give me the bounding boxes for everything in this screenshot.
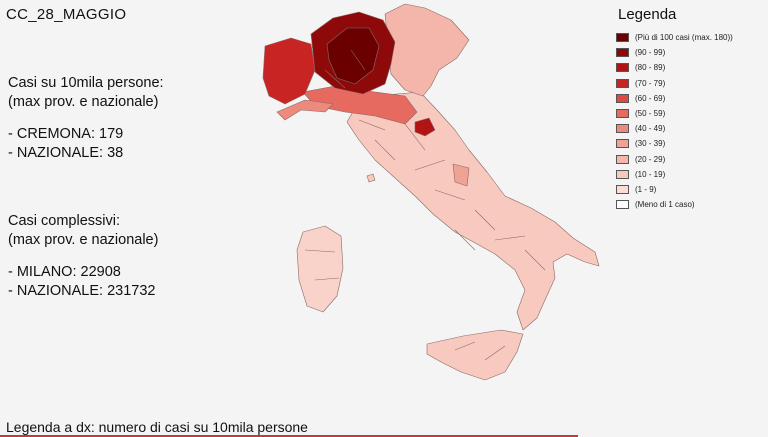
elba-island: [366, 173, 376, 183]
legend-item: (10 - 19): [616, 168, 766, 181]
legend-swatch: [616, 93, 629, 103]
legend-swatch: [616, 139, 629, 149]
legend-label: (60 - 69): [635, 93, 666, 103]
peninsula-region: [346, 91, 600, 331]
legend-label: (Più di 100 casi (max. 180)): [635, 33, 733, 42]
legend-item: (80 - 89): [616, 61, 766, 74]
legend-item: (Meno di 1 caso): [616, 198, 766, 211]
marche-hotspot: [414, 117, 436, 137]
legend-title: Legenda: [618, 6, 677, 23]
legend-swatch: [616, 48, 629, 58]
sardinia: [296, 225, 344, 313]
abruzzo-region: [452, 163, 470, 187]
legend-item: (Più di 100 casi (max. 180)): [616, 31, 766, 44]
legend-swatch: [616, 33, 629, 42]
legend-swatch: [616, 63, 629, 73]
liguria-region: [276, 99, 334, 121]
province-borders: [304, 49, 546, 361]
progress-line: [0, 435, 578, 437]
legend-label: (20 - 29): [635, 154, 666, 164]
legend-label: (40 - 49): [635, 124, 666, 134]
legend-label: (80 - 89): [635, 63, 666, 73]
per10k-national: - NAZIONALE: 38: [8, 145, 124, 161]
legend-item: (1 - 9): [616, 183, 766, 196]
legend-swatch: [616, 184, 629, 194]
legend-label: (90 - 99): [635, 48, 666, 58]
legend-label: (30 - 39): [635, 139, 666, 149]
legend-item: (50 - 59): [616, 107, 766, 120]
legend-swatch: [616, 154, 629, 164]
legend-swatch: [616, 169, 629, 179]
per10k-values: - CREMONA: 179 - NAZIONALE: 38: [8, 125, 123, 163]
italy-choropleth-map: [262, 3, 600, 381]
legend-swatch: [616, 200, 629, 210]
totals-heading: Casi complessivi: (max prov. e nazionale…: [8, 212, 158, 250]
legend-label: (Meno di 1 caso): [635, 200, 695, 210]
per10k-top-province: - CREMONA: 179: [8, 126, 124, 142]
legend-swatch: [616, 108, 629, 118]
legend-rows: (Più di 100 casi (max. 180)) (90 - 99) (80…: [616, 31, 766, 211]
piemonte-region: [262, 37, 316, 105]
legend-item: (90 - 99): [616, 46, 766, 59]
totals-heading-line2: (max prov. e nazionale): [8, 232, 159, 248]
cremona-bergamo-core: [326, 27, 380, 85]
legend-swatch: [616, 78, 629, 88]
totals-top-province: - MILANO: 22908: [8, 264, 121, 280]
sicily: [426, 329, 524, 381]
legend-item: (40 - 49): [616, 122, 766, 135]
per10k-heading-line1: Casi su 10mila persone:: [8, 75, 164, 91]
legend-item: (70 - 79): [616, 77, 766, 90]
legend: Legenda (Più di 100 casi (max. 180)) (90 …: [616, 6, 766, 213]
legend-label: (1 - 9): [635, 184, 657, 194]
per10k-heading: Casi su 10mila persone: (max prov. e naz…: [8, 74, 164, 112]
legend-label: (70 - 79): [635, 78, 666, 88]
legend-item: (30 - 39): [616, 137, 766, 150]
legend-label: (10 - 19): [635, 169, 666, 179]
totals-values: - MILANO: 22908 - NAZIONALE: 231732: [8, 263, 156, 301]
footer-caption: Legenda a dx: numero di casi su 10mila p…: [6, 419, 308, 435]
totals-heading-line1: Casi complessivi:: [8, 213, 120, 229]
legend-item: (60 - 69): [616, 92, 766, 105]
northeast-region: [384, 3, 470, 97]
totals-national: - NAZIONALE: 231732: [8, 283, 156, 299]
legend-label: (50 - 59): [635, 108, 666, 118]
per10k-heading-line2: (max prov. e nazionale): [8, 94, 159, 110]
map-title: CC_28_MAGGIO: [6, 6, 127, 23]
legend-item: (20 - 29): [616, 153, 766, 166]
legend-swatch: [616, 124, 629, 134]
